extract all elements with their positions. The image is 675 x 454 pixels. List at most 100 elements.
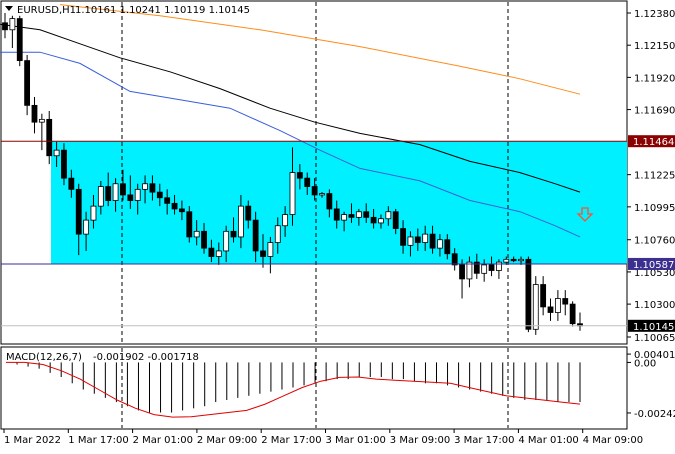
candle-body [252,219,259,252]
candle-body [164,197,171,204]
candle-body [348,214,355,218]
candle [444,234,451,260]
time-tick-label: 3 Mar 17:00 [454,435,514,446]
candle [38,113,45,151]
candle [230,217,237,243]
price-tick-label: 1.12380 [634,9,675,20]
candle-body [378,218,384,224]
candle-body [24,60,31,106]
candle-body [554,298,561,313]
candle [75,183,82,256]
candle-body [97,186,104,207]
price-tag-label: 1.10587 [633,260,674,271]
time-tick-label: 2 Mar 09:00 [197,435,257,446]
price-tick-label: 1.10065 [634,333,675,344]
candle-body [105,186,112,201]
candle [540,276,547,316]
candle [237,194,244,249]
candle [437,234,443,257]
candle-body [518,258,524,262]
candle [134,183,141,215]
candle-body [282,214,289,227]
price-tick-label: 1.10760 [634,236,675,247]
candle [341,211,348,232]
candle [83,211,89,251]
candle-body [532,284,539,330]
candle [547,298,554,321]
candle-body [16,18,23,61]
ohlc-values: 1.10161 1.10241 1.10119 1.10145 [75,5,250,16]
candle [311,178,318,201]
price-tag [628,319,675,332]
candle-body [547,306,554,313]
symbol-label: EURUSD,H1 [17,5,76,16]
candle [274,217,281,254]
price-tag-label: 1.10145 [633,322,674,333]
candle-body [179,208,185,213]
moving-average-fast [0,51,581,238]
candle [333,200,340,229]
candle-body [46,118,53,157]
price-tick-label: 1.10995 [634,203,675,214]
candle [252,211,259,263]
macd-values: -0.001902 -0.001718 [93,352,199,363]
candle [201,222,207,254]
candle-body [149,183,156,193]
macd-signal-line [6,361,581,418]
candle-body [540,284,547,308]
candle-body [120,183,126,196]
candle [569,301,576,327]
candle-body [61,149,67,179]
candle [473,253,480,279]
candle [481,259,488,282]
candle [289,147,296,226]
candle-body [525,258,532,330]
candle-body [223,230,230,252]
price-tick-label: 1.11920 [634,73,675,84]
candle-body [311,186,318,196]
candle-body [31,104,38,123]
candle [142,175,148,204]
price-tick-label: 1.10530 [634,268,675,279]
candle-body [289,172,296,215]
candle-body [193,230,200,238]
candle-body [230,230,237,238]
time-tick-label: 3 Mar 01:00 [326,435,386,446]
candle-body [237,205,244,238]
candle [127,175,134,209]
candle-body [53,149,60,157]
candle-body [400,228,406,246]
candle [90,194,97,229]
candle [267,236,274,274]
time-tick-label: 4 Mar 09:00 [583,435,643,446]
candle-body [510,258,517,262]
macd-label: MACD(12,26,7) [6,352,82,363]
candle-body [127,194,134,201]
candle-body [422,233,429,243]
candle [510,256,517,263]
candle [53,141,60,167]
candle [451,248,458,271]
candle [400,220,406,254]
candle-body [274,225,281,243]
candle-body [385,211,392,220]
candle [223,225,230,263]
candle [171,194,178,215]
candle-body [267,242,274,257]
candle [282,206,289,237]
dropdown-triangle-icon[interactable] [5,6,13,11]
candle-body [215,250,222,257]
candle [112,178,119,212]
time-tick-label: 1 Mar 2022 [4,435,61,446]
candle-body [208,247,215,257]
candle-body [503,258,510,263]
candle-body [370,216,377,224]
candle [363,203,370,223]
candle [179,200,185,221]
candle [554,290,561,321]
candle [385,206,392,226]
candle-body [75,188,82,235]
price-tick-label: 1.10300 [634,300,675,311]
